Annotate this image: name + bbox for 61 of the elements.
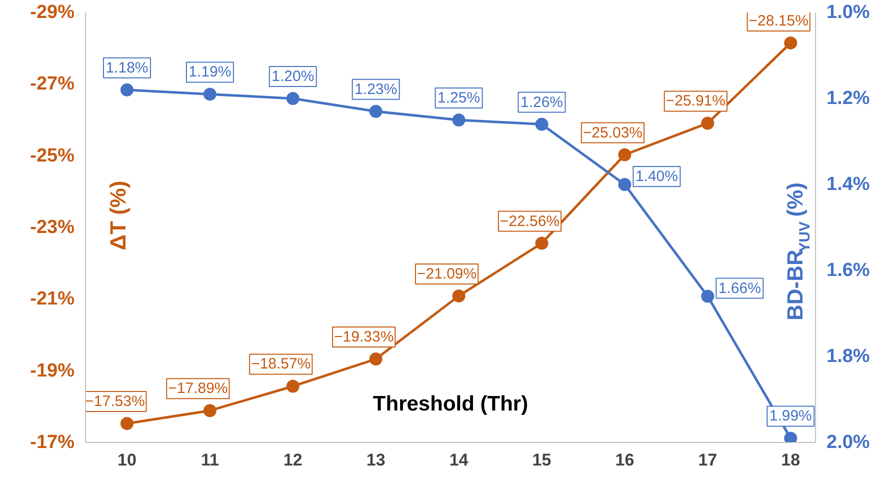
x-tick-label: 10 [118, 450, 136, 470]
point [120, 417, 134, 430]
data-label: −17.53% [85, 393, 145, 410]
x-tick-label: 15 [532, 450, 552, 470]
data-label: 1.66% [718, 280, 761, 297]
x-tick-label: 14 [449, 450, 469, 470]
x-tick-label: 17 [698, 450, 718, 470]
y-tick-label: -23% [30, 217, 75, 238]
y-tick-label: -17% [30, 432, 75, 453]
x-tick-label: 11 [200, 450, 219, 470]
data-label: −28.15% [748, 12, 808, 30]
data-label: −18.57% [251, 356, 311, 373]
data-label: 1.20% [272, 68, 314, 85]
y-tick-label: -27% [30, 74, 75, 95]
data-label: −25.91% [666, 92, 726, 110]
point [784, 36, 798, 50]
data-label: −22.56% [500, 212, 560, 230]
y2-tick-label: 1.8% [826, 346, 870, 367]
point [701, 290, 714, 303]
point [120, 83, 134, 96]
x-tick-label: 18 [781, 450, 800, 470]
y2-tick-label: 2.0% [826, 432, 870, 453]
point [535, 236, 548, 250]
y-tick-label: -25% [30, 145, 75, 166]
data-label: −25.03% [582, 124, 643, 142]
data-label: −21.09% [416, 265, 477, 282]
y-tick-label: -29% [30, 2, 75, 23]
data-label: −17.89% [168, 380, 228, 398]
point [286, 380, 300, 393]
x-axis-title: Threshold (Thr) [372, 392, 528, 416]
x-tick-label: 12 [283, 450, 302, 470]
y2-tick-label: 1.4% [826, 174, 870, 195]
point [452, 114, 466, 126]
y2-tick-label: 1.6% [826, 260, 870, 281]
point [452, 289, 466, 302]
point [203, 88, 216, 101]
point [369, 104, 382, 118]
data-label: −19.33% [334, 328, 394, 346]
x-tick-label: 13 [366, 450, 386, 470]
point [701, 116, 714, 130]
point [286, 92, 300, 105]
data-label: 1.19% [188, 64, 232, 81]
y-axis-title: ΔT (%) [106, 180, 130, 250]
data-label: 1.25% [438, 90, 480, 106]
point [203, 404, 216, 418]
point [618, 178, 632, 191]
x-tick-label: 16 [615, 450, 634, 470]
y2-tick-label: 1.0% [826, 2, 870, 23]
point [535, 118, 548, 131]
point [618, 148, 632, 162]
y2-axis-title: BD-BRYUV (%) [782, 182, 814, 320]
y-tick-label: -19% [30, 360, 75, 382]
data-label: 1.40% [635, 168, 678, 185]
data-label: 1.26% [520, 94, 564, 111]
data-label: 1.18% [106, 59, 148, 76]
data-label: 1.99% [769, 408, 812, 425]
point [369, 352, 382, 366]
y2-tick-label: 1.2% [826, 88, 870, 109]
point [784, 432, 798, 442]
y-tick-label: -21% [30, 288, 75, 310]
data-label: 1.23% [354, 80, 398, 98]
